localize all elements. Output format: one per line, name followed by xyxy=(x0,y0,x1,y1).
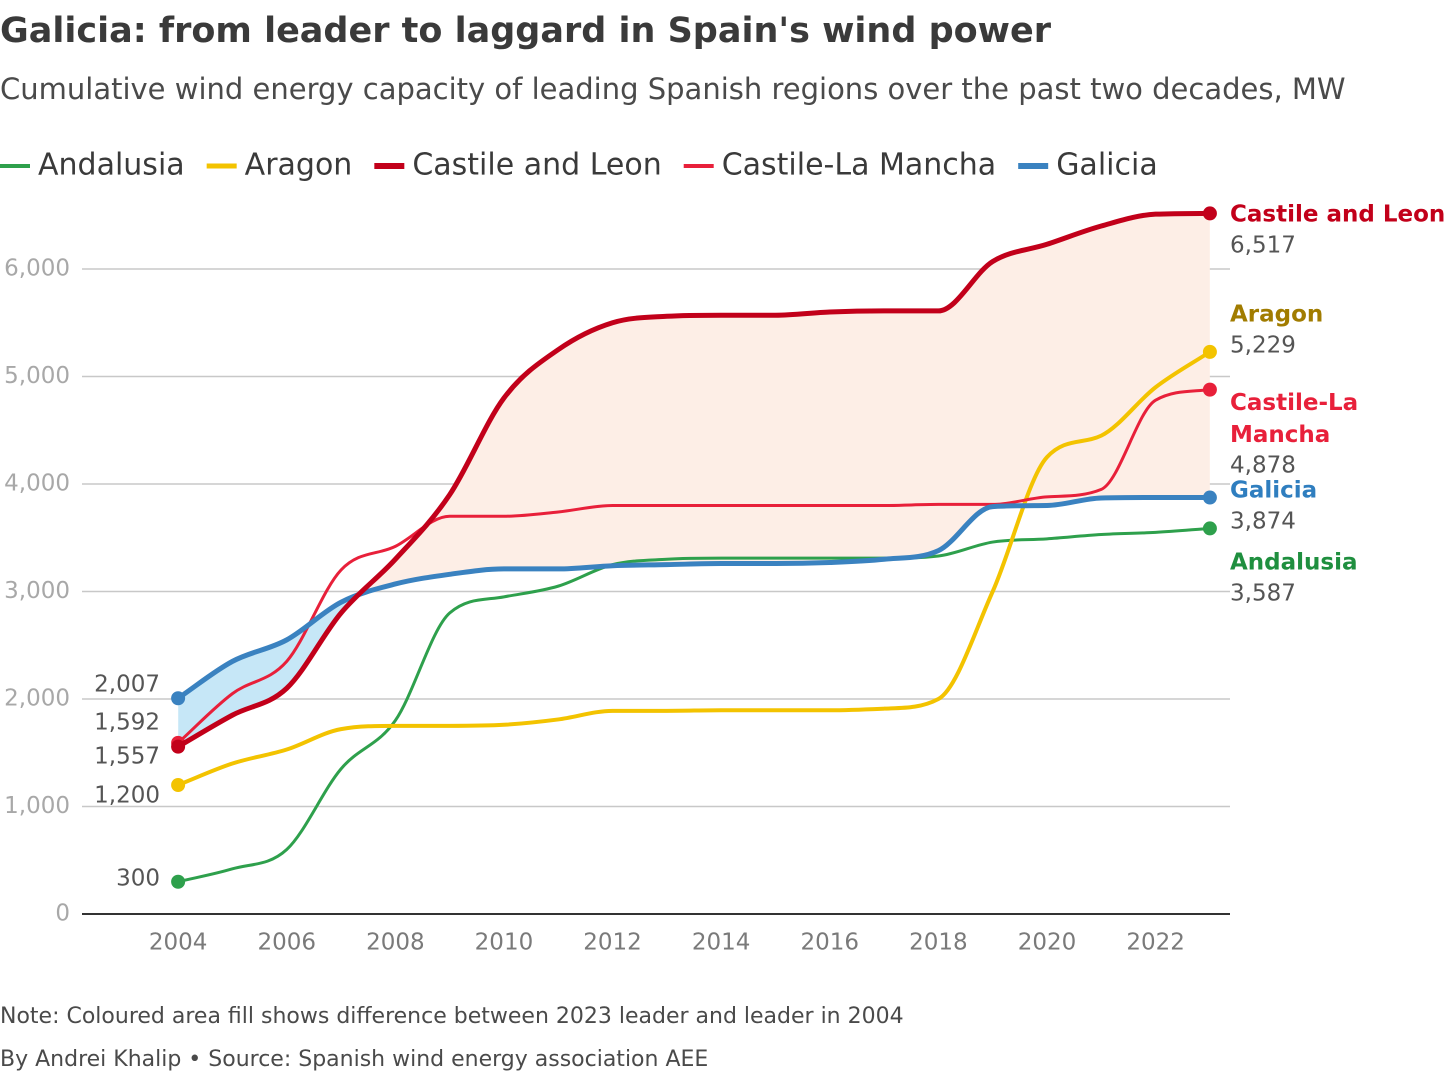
legend-label: Castile-La Mancha xyxy=(722,148,996,183)
x-tick-label: 2014 xyxy=(692,930,751,956)
value-label: 2,007 xyxy=(94,672,160,698)
series-line xyxy=(176,388,1212,745)
y-tick-label: 6,000 xyxy=(4,256,70,282)
value-label: 1,557 xyxy=(94,744,160,770)
x-tick-label: 2010 xyxy=(475,930,534,956)
value-label: 1,592 xyxy=(94,710,160,736)
end-dot xyxy=(1202,382,1217,397)
x-tick-label: 2020 xyxy=(1018,930,1077,956)
value-label: 300 xyxy=(116,866,160,892)
chart-title: Galicia: from leader to laggard in Spain… xyxy=(0,11,1052,51)
end-dot xyxy=(1202,344,1217,359)
x-tick-label: 2004 xyxy=(149,930,208,956)
end-dot xyxy=(171,691,186,706)
chart-subtitle: Cumulative wind energy capacity of leadi… xyxy=(0,72,1346,106)
y-tick-label: 3,000 xyxy=(4,578,70,604)
x-tick-label: 2018 xyxy=(909,930,968,956)
end-dot xyxy=(1202,490,1217,505)
value-label: 1,200 xyxy=(94,783,160,809)
y-tick-label: 2,000 xyxy=(4,686,70,712)
end-dot xyxy=(171,739,186,754)
series-line xyxy=(175,495,1213,701)
end-dot xyxy=(171,778,186,792)
x-tick-label: 2012 xyxy=(583,930,642,956)
end-dot xyxy=(171,874,186,889)
x-tick-label: 2008 xyxy=(366,930,425,956)
series-line xyxy=(176,526,1212,884)
end-label-name: Aragon xyxy=(1230,302,1323,328)
value-label: 4,878 xyxy=(1230,453,1296,479)
value-label: 6,517 xyxy=(1230,233,1296,259)
end-dot xyxy=(1202,521,1217,536)
end-dot xyxy=(1202,206,1217,221)
series-line xyxy=(175,210,1213,750)
end-label-name: Andalusia xyxy=(1230,550,1358,576)
y-tick-label: 5,000 xyxy=(4,363,70,389)
y-tick-label: 1,000 xyxy=(4,793,70,819)
value-label: 3,587 xyxy=(1230,581,1296,607)
legend-label: Galicia xyxy=(1056,148,1158,183)
x-tick-label: 2016 xyxy=(801,930,860,956)
end-label-name: Galicia xyxy=(1230,478,1317,504)
legend-label: Aragon xyxy=(245,148,353,183)
y-tick-label: 0 xyxy=(55,901,70,927)
note: Note: Coloured area fill shows differenc… xyxy=(0,1004,904,1029)
legend-label: Andalusia xyxy=(38,148,185,183)
value-label: 3,874 xyxy=(1230,509,1296,535)
legend-label: Castile and Leon xyxy=(412,148,661,183)
end-label-name: Castile-La Mancha xyxy=(1230,390,1366,448)
end-label-name: Castile and Leon xyxy=(1230,202,1445,228)
y-tick-label: 4,000 xyxy=(4,471,70,497)
x-tick-label: 2006 xyxy=(257,930,316,956)
series-line xyxy=(176,349,1212,787)
source: By Andrei Khalip • Source: Spanish wind … xyxy=(0,1047,708,1072)
value-label: 5,229 xyxy=(1230,333,1296,359)
x-tick-label: 2022 xyxy=(1126,930,1185,956)
